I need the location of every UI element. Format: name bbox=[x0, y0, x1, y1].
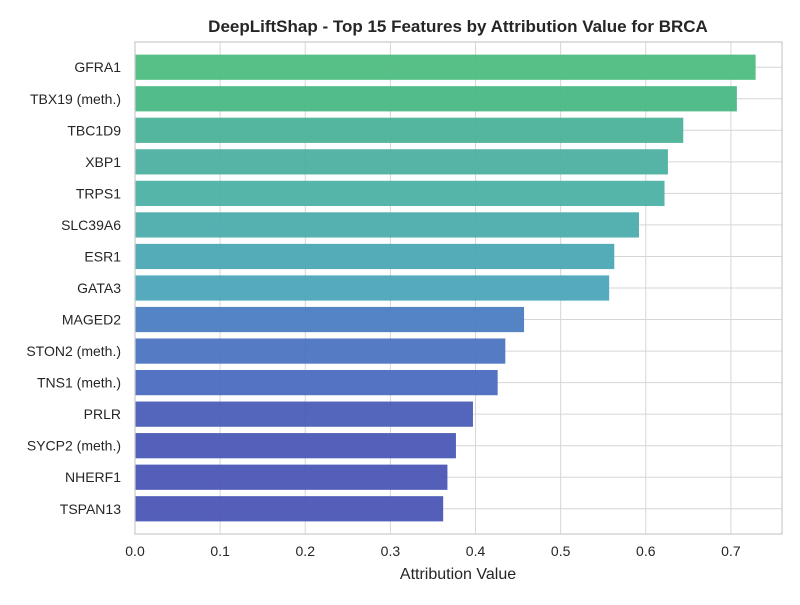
bars bbox=[135, 54, 756, 522]
y-tick-label: TNS1 (meth.) bbox=[37, 375, 121, 391]
y-tick-label: STON2 (meth.) bbox=[26, 343, 121, 359]
y-tick-label: TSPAN13 bbox=[60, 501, 121, 517]
y-tick-label: NHERF1 bbox=[65, 469, 121, 485]
y-tick-label: TRPS1 bbox=[76, 185, 121, 201]
bar-esr1 bbox=[135, 243, 615, 270]
y-tick-label: SYCP2 (meth.) bbox=[27, 438, 121, 454]
bar-tbx19-meth bbox=[135, 86, 737, 112]
x-tick-label: 0.6 bbox=[636, 543, 656, 559]
y-tick-label: ESR1 bbox=[84, 248, 121, 264]
y-tick-label: PRLR bbox=[84, 406, 121, 422]
x-tick-label: 0.3 bbox=[381, 543, 401, 559]
bar-gata3 bbox=[135, 275, 610, 301]
x-tick-label: 0.2 bbox=[296, 543, 316, 559]
x-tick-label: 0.1 bbox=[210, 543, 230, 559]
bar-slc39a6 bbox=[135, 212, 639, 238]
x-tick-label: 0.5 bbox=[551, 543, 571, 559]
y-tick-label: MAGED2 bbox=[62, 312, 121, 328]
bar-nherf1 bbox=[135, 464, 448, 490]
plot-frame bbox=[134, 41, 783, 535]
x-tick-label: 0.7 bbox=[721, 543, 741, 559]
y-tick-label: GATA3 bbox=[77, 280, 121, 296]
y-tick-label: TBX19 (meth.) bbox=[30, 91, 121, 107]
chart-title: DeepLiftShap - Top 15 Features by Attrib… bbox=[208, 17, 708, 36]
bar-xbp1 bbox=[135, 149, 668, 175]
y-tick-labels: GFRA1 TBX19 (meth.) TBC1D9 XBP1 TRPS1 SLC39A6… bbox=[26, 59, 121, 517]
x-tick-label: 0.4 bbox=[466, 543, 486, 559]
x-axis-label: Attribution Value bbox=[400, 566, 516, 583]
y-tick-label: XBP1 bbox=[85, 154, 121, 170]
y-tick-label: GFRA1 bbox=[74, 59, 121, 75]
bar-sycp2-meth bbox=[135, 433, 456, 459]
bar-tspan13 bbox=[135, 496, 444, 522]
bar-ston2-meth bbox=[135, 338, 506, 364]
x-tick-label: 0.0 bbox=[125, 543, 145, 559]
bar-maged2 bbox=[135, 306, 525, 333]
bar-tbc1d9 bbox=[135, 117, 684, 143]
bar-gfra1 bbox=[135, 54, 756, 80]
bar-tns1-meth bbox=[135, 370, 498, 396]
y-tick-label: TBC1D9 bbox=[67, 122, 121, 138]
x-tick-labels: 0.0 0.1 0.2 0.3 0.4 0.5 0.6 0.7 bbox=[125, 543, 741, 559]
y-tick-label: SLC39A6 bbox=[61, 217, 121, 233]
bar-prlr bbox=[135, 401, 473, 427]
bar-trps1 bbox=[135, 180, 665, 206]
